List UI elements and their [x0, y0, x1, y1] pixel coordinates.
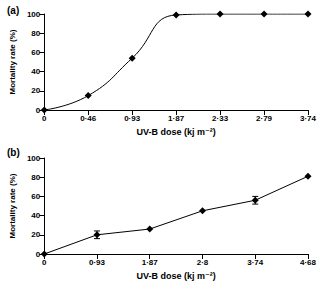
svg-text:0·93: 0·93	[124, 114, 141, 123]
svg-text:100: 100	[27, 10, 41, 19]
svg-text:UV-B dose (kj m⁻²): UV-B dose (kj m⁻²)	[136, 271, 215, 281]
svg-text:40: 40	[31, 67, 40, 76]
svg-text:3·74: 3·74	[300, 114, 317, 123]
svg-text:4·68: 4·68	[300, 258, 317, 267]
svg-text:60: 60	[31, 48, 40, 57]
svg-text:20: 20	[31, 86, 40, 95]
svg-text:60: 60	[31, 192, 40, 201]
svg-text:0: 0	[42, 258, 47, 267]
svg-text:1·87: 1·87	[142, 258, 159, 267]
svg-text:(b): (b)	[7, 147, 20, 158]
svg-text:40: 40	[31, 211, 40, 220]
svg-text:0: 0	[36, 106, 41, 115]
svg-text:UV-B dose (kj m⁻²): UV-B dose (kj m⁻²)	[136, 127, 215, 137]
svg-text:2·33: 2·33	[212, 114, 229, 123]
svg-text:100: 100	[27, 154, 41, 163]
svg-text:1·87: 1·87	[168, 114, 185, 123]
svg-text:0·93: 0·93	[89, 258, 106, 267]
svg-text:80: 80	[31, 173, 40, 182]
svg-text:2·79: 2·79	[256, 114, 273, 123]
svg-text:3·74: 3·74	[247, 258, 264, 267]
svg-text:0: 0	[36, 250, 41, 259]
svg-text:0·46: 0·46	[80, 114, 97, 123]
svg-text:Mortality rate (%): Mortality rate (%)	[8, 29, 17, 94]
svg-text:20: 20	[31, 230, 40, 239]
svg-text:0: 0	[42, 114, 47, 123]
svg-text:Mortality rate (%): Mortality rate (%)	[8, 173, 17, 238]
svg-text:(a): (a)	[7, 5, 19, 16]
svg-text:2·8: 2·8	[197, 258, 209, 267]
svg-text:80: 80	[31, 29, 40, 38]
